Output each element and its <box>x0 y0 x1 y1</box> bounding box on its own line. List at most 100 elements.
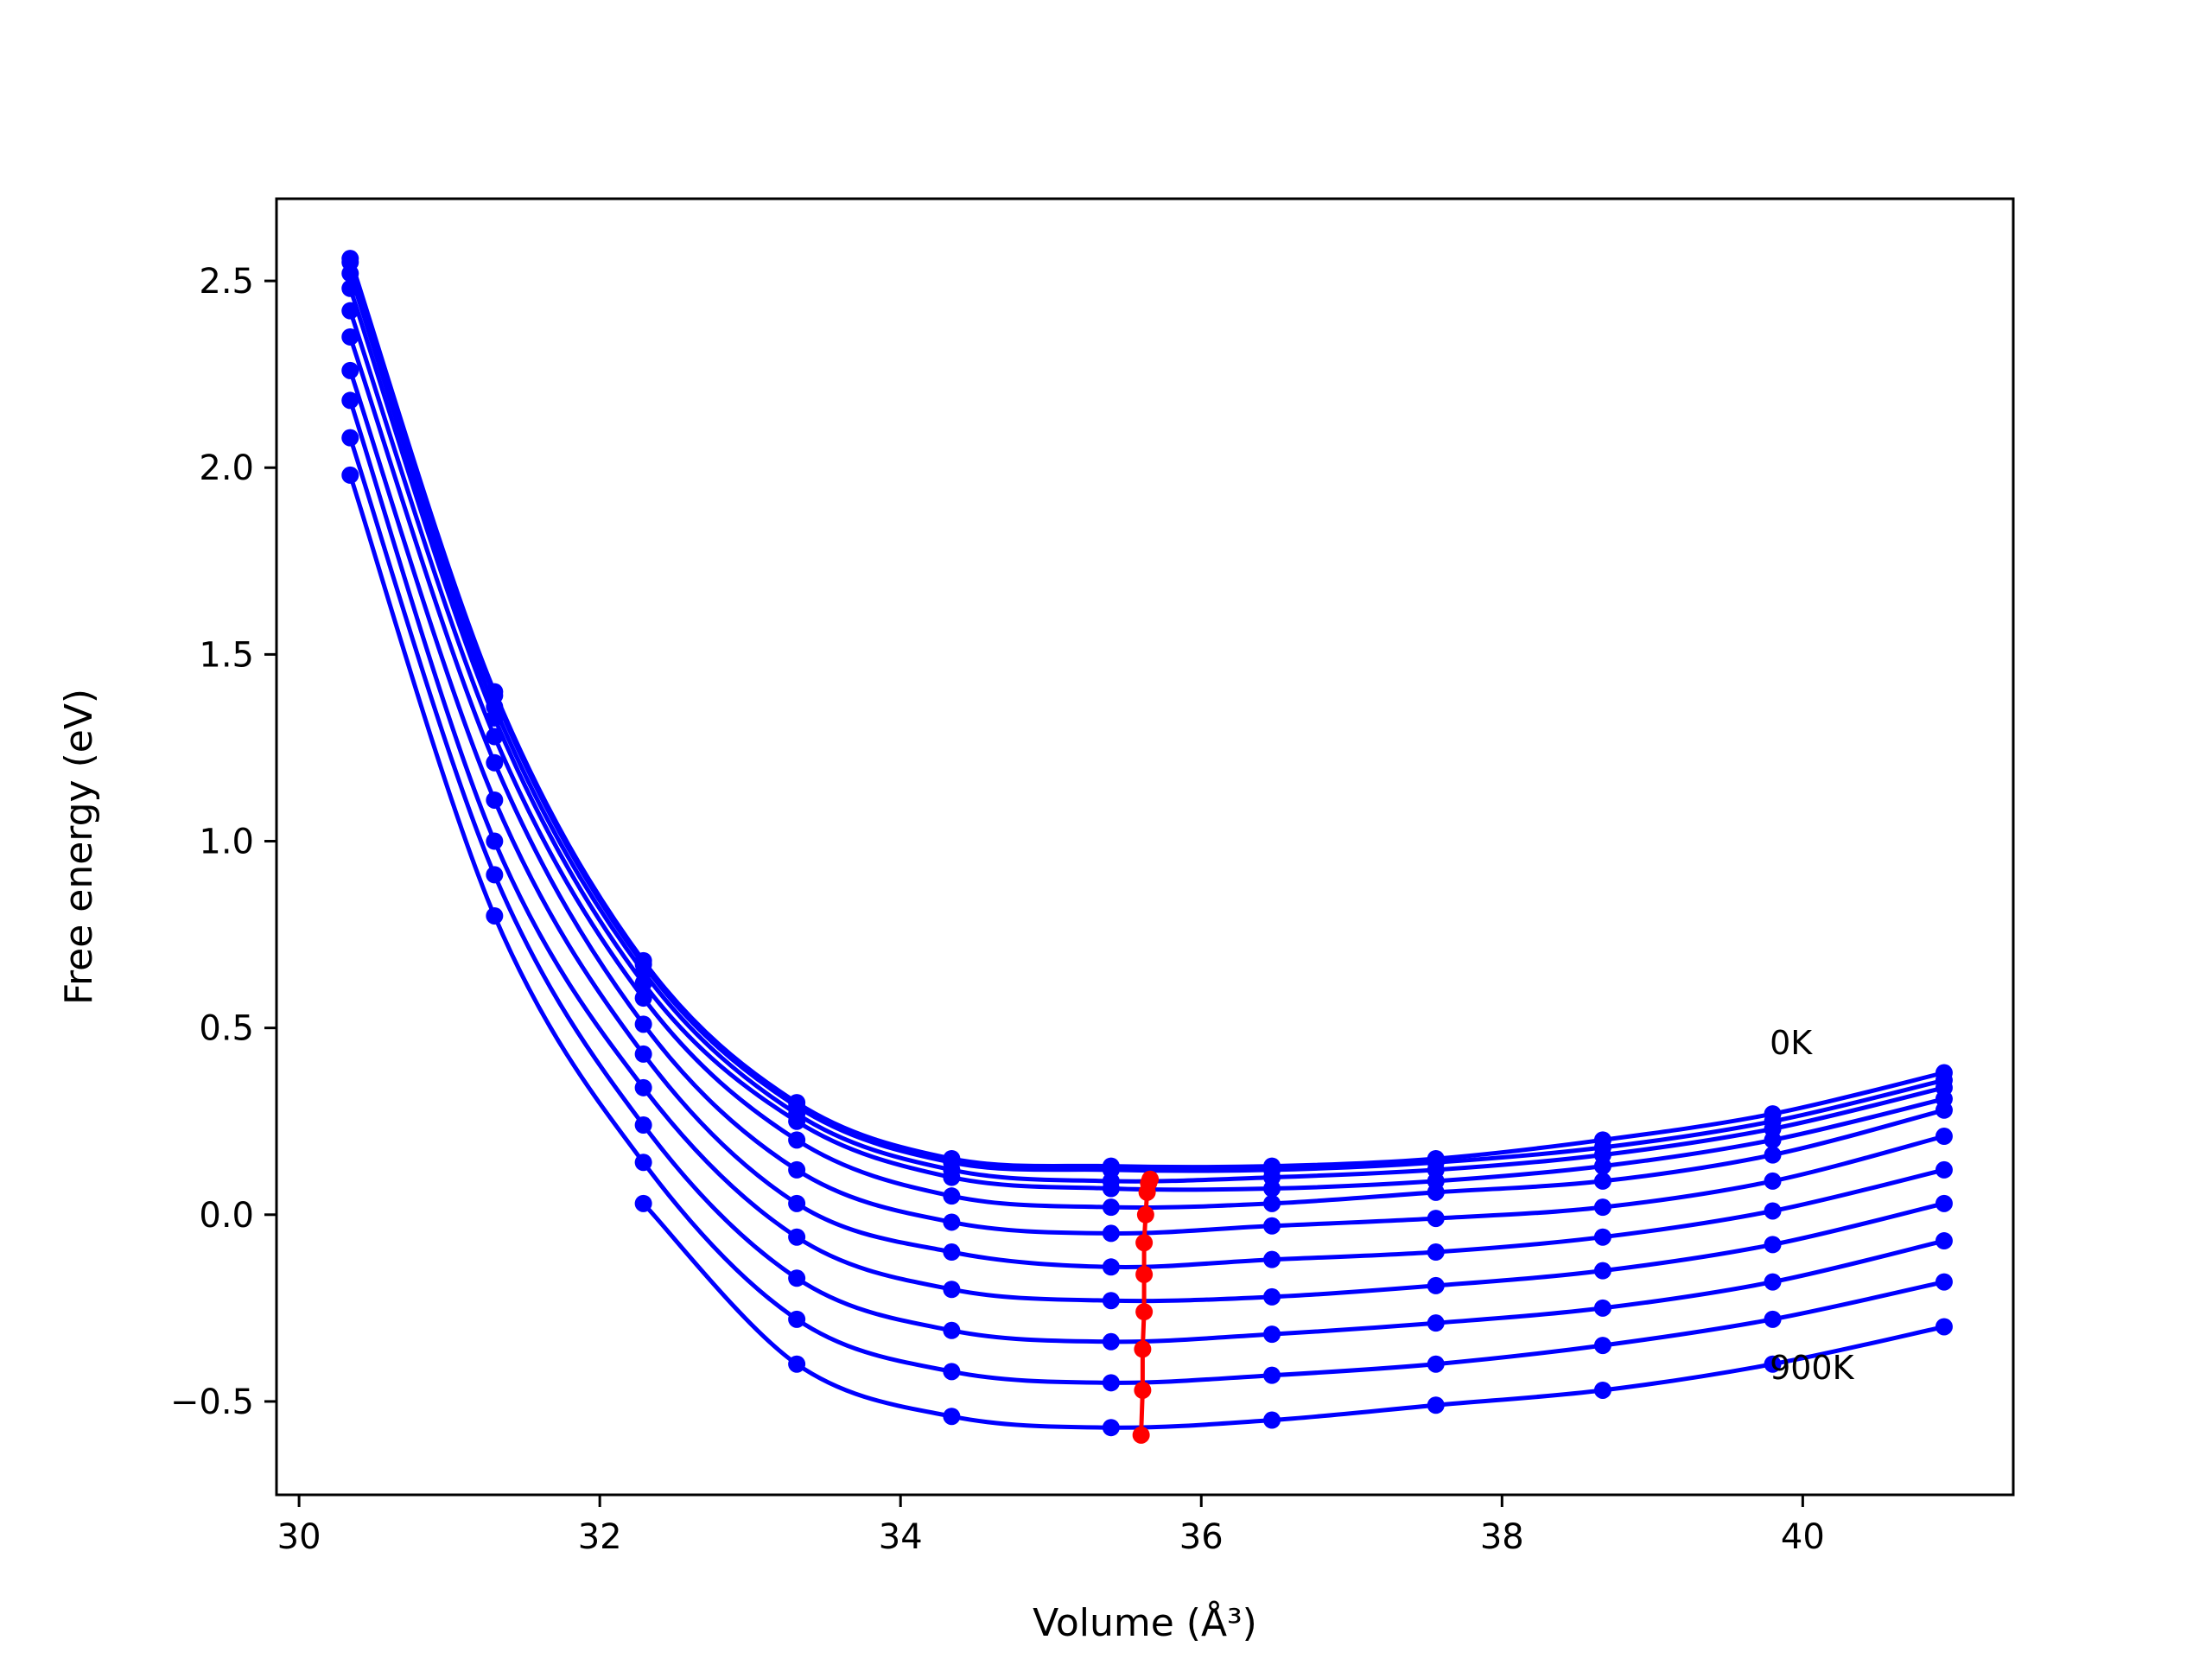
data-point-s8-10 <box>1935 1232 1953 1250</box>
data-point-s4-3 <box>788 1131 806 1149</box>
fit-curve-8 <box>347 436 1945 1344</box>
data-point-s3-3 <box>788 1112 806 1130</box>
data-point-s6-7 <box>1427 1243 1445 1262</box>
data-point-s3-6 <box>1263 1179 1281 1198</box>
data-point-s3-1 <box>486 709 504 727</box>
data-point-s7-2 <box>634 1078 652 1096</box>
data-point-s8-1 <box>486 866 504 884</box>
minima-point-8 <box>1134 1381 1152 1399</box>
data-point-s8-0 <box>341 429 359 447</box>
data-point-s10-5 <box>1427 1396 1445 1414</box>
y-tick-label-6: 2.5 <box>199 262 254 302</box>
x-tick-label-3: 36 <box>1179 1517 1224 1557</box>
data-point-s9-10 <box>1935 1273 1953 1291</box>
data-point-s3-9 <box>1764 1131 1782 1149</box>
data-point-s8-2 <box>634 1116 652 1135</box>
data-point-s5-8 <box>1593 1198 1611 1217</box>
fit-curve-5 <box>347 336 1945 1236</box>
data-point-s5-4 <box>943 1213 961 1231</box>
data-point-s5-9 <box>1764 1172 1782 1190</box>
fit-curve-2 <box>347 272 1945 1184</box>
data-point-s7-10 <box>1935 1194 1953 1212</box>
data-point-s3-8 <box>1593 1157 1611 1175</box>
data-point-s4-10 <box>1935 1101 1953 1119</box>
data-point-s6-2 <box>634 1045 652 1063</box>
data-point-s9-0 <box>341 466 359 484</box>
minima-point-7 <box>1134 1340 1152 1358</box>
data-point-s8-5 <box>1102 1332 1120 1351</box>
y-tick-label-3: 1.0 <box>199 823 254 862</box>
fit-curves <box>347 257 1945 1430</box>
data-point-s9-6 <box>1263 1366 1281 1384</box>
data-points <box>341 250 1953 1437</box>
minima-line <box>1132 1170 1160 1444</box>
data-point-s4-7 <box>1427 1183 1445 1201</box>
data-point-s8-3 <box>788 1269 806 1287</box>
x-axis-label: Volume (Å³) <box>1033 1599 1257 1645</box>
data-point-s5-10 <box>1935 1128 1953 1146</box>
data-point-s7-8 <box>1593 1262 1611 1280</box>
data-point-s7-3 <box>788 1228 806 1246</box>
data-point-s3-2 <box>634 974 652 992</box>
data-point-s4-0 <box>341 302 359 320</box>
x-tick-label-0: 30 <box>277 1517 321 1557</box>
data-point-s4-8 <box>1593 1172 1611 1190</box>
data-point-s7-7 <box>1427 1276 1445 1294</box>
data-point-s3-0 <box>341 279 359 297</box>
data-point-s10-2 <box>943 1408 961 1426</box>
x-tick-label-2: 34 <box>879 1517 923 1557</box>
data-point-s3-5 <box>1102 1179 1120 1198</box>
data-point-s6-3 <box>788 1194 806 1212</box>
data-point-s10-7 <box>1764 1355 1782 1373</box>
data-point-s7-5 <box>1102 1292 1120 1310</box>
minima-point-2 <box>1138 1183 1156 1201</box>
data-point-s6-5 <box>1102 1258 1120 1276</box>
fit-curve-6 <box>347 370 1945 1269</box>
data-point-s5-5 <box>1102 1224 1120 1243</box>
data-point-s8-8 <box>1593 1299 1611 1317</box>
y-tick-label-0: −0.5 <box>170 1382 254 1422</box>
minima-point-4 <box>1135 1234 1154 1252</box>
axis-ticks: 30 32 34 36 38 40 −0.5 0.0 0.5 1.0 1.5 2.0 2.5 <box>170 262 1825 1557</box>
data-point-s4-6 <box>1263 1194 1281 1212</box>
fit-curve-3 <box>347 287 1945 1192</box>
data-point-s9-4 <box>943 1363 961 1381</box>
minima-point-3 <box>1136 1205 1154 1224</box>
data-point-s9-8 <box>1593 1337 1611 1355</box>
data-point-s9-2 <box>634 1154 652 1172</box>
data-point-s10-4 <box>1263 1411 1281 1429</box>
data-point-s10-3 <box>1102 1419 1120 1437</box>
data-point-s5-7 <box>1427 1210 1445 1228</box>
data-point-s2-0 <box>341 264 359 283</box>
data-point-s6-4 <box>943 1243 961 1262</box>
data-point-s10-6 <box>1593 1381 1611 1399</box>
data-point-s5-0 <box>341 327 359 346</box>
data-point-s8-9 <box>1764 1273 1782 1291</box>
data-point-s6-1 <box>486 791 504 809</box>
data-point-s7-6 <box>1263 1287 1281 1306</box>
fit-curve-9 <box>347 474 1945 1385</box>
y-axis-label: Free energy (eV) <box>57 689 101 1005</box>
minima-point-9 <box>1132 1426 1150 1444</box>
data-point-s7-4 <box>943 1281 961 1299</box>
y-tick-label-5: 2.0 <box>199 448 254 488</box>
data-point-s10-8 <box>1935 1318 1953 1336</box>
y-tick-label-1: 0.0 <box>199 1196 254 1236</box>
data-point-s4-5 <box>1102 1198 1120 1217</box>
minima-point-6 <box>1135 1303 1154 1321</box>
data-point-s4-1 <box>486 728 504 746</box>
data-point-s7-1 <box>486 832 504 850</box>
annotation-900k: 900K <box>1770 1349 1855 1387</box>
fit-curve-1 <box>347 261 1945 1173</box>
data-point-s3-4 <box>943 1168 961 1186</box>
annotation-0k: 0K <box>1770 1024 1813 1062</box>
x-tick-label-5: 40 <box>1781 1517 1825 1557</box>
x-tick-label-4: 38 <box>1480 1517 1524 1557</box>
minima-point-5 <box>1135 1265 1154 1283</box>
fit-curve-7 <box>347 399 1945 1304</box>
data-point-s6-9 <box>1764 1202 1782 1220</box>
data-point-s8-6 <box>1263 1325 1281 1344</box>
data-point-s9-1 <box>486 906 504 925</box>
data-point-s9-3 <box>788 1310 806 1328</box>
data-point-s10-1 <box>788 1355 806 1373</box>
